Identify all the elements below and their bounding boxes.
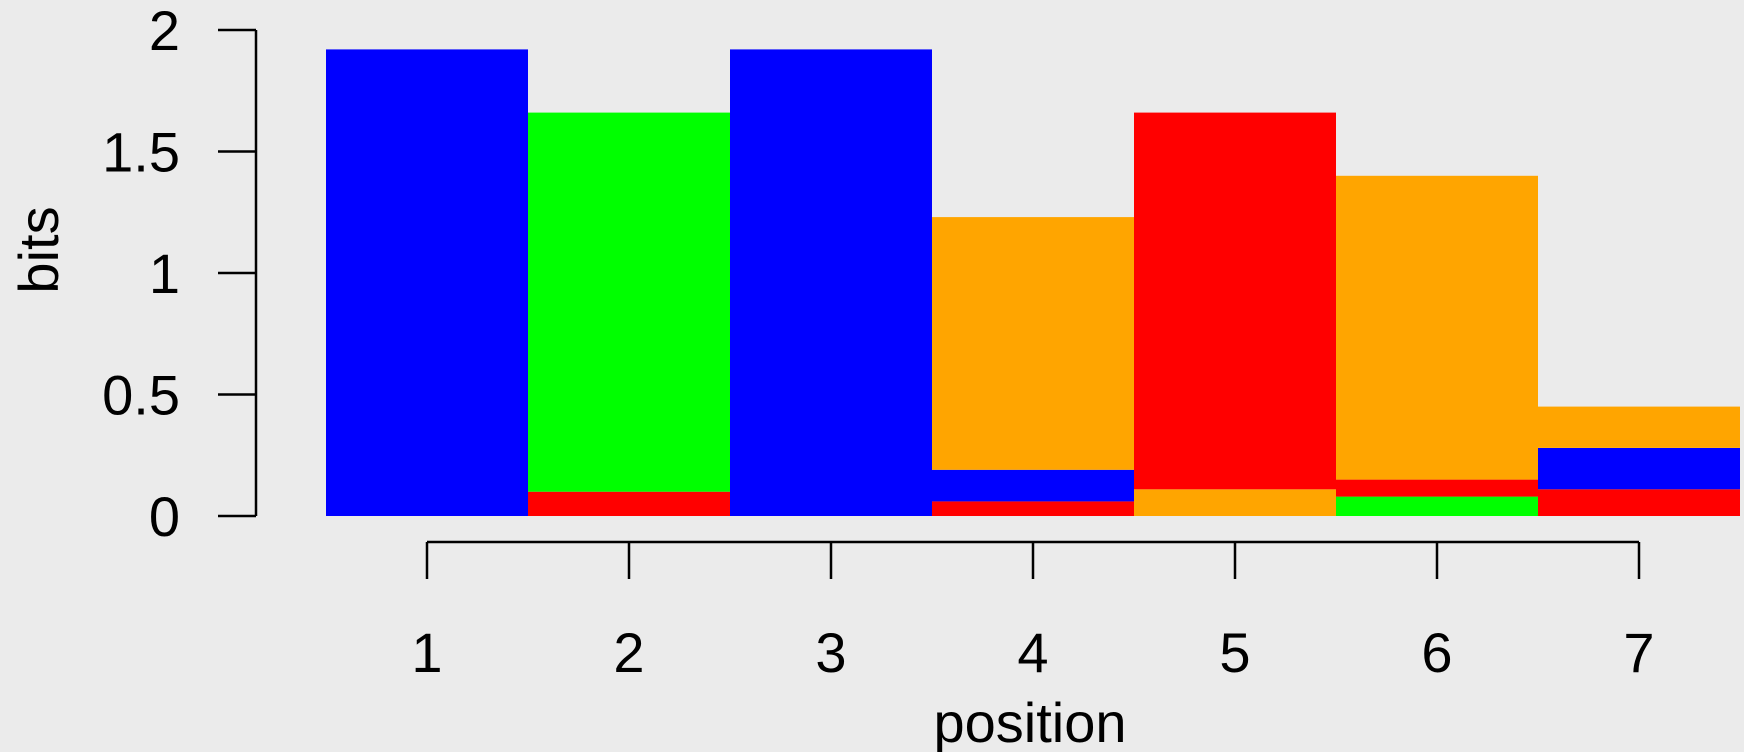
bar-segment-pos7-red: [1538, 489, 1740, 516]
bar-segment-pos6-green: [1336, 496, 1538, 516]
x-tick-label: 4: [1017, 621, 1048, 684]
x-tick-label: 3: [815, 621, 846, 684]
x-tick-label: 7: [1623, 621, 1654, 684]
bar-segment-pos4-blue: [932, 469, 1134, 502]
y-tick-label: 0: [149, 485, 180, 548]
bar-segment-pos4-orange: [932, 217, 1134, 470]
y-axis: 0 0.5 1 1.5 2: [102, 0, 258, 548]
x-tick-label: 6: [1421, 621, 1452, 684]
y-tick-label: 1.5: [102, 121, 180, 184]
bar-segment-pos6-orange: [1336, 175, 1538, 480]
bar-segment-pos6-red: [1336, 479, 1538, 497]
bar-segment-pos2-green: [528, 112, 730, 492]
x-axis-title: position: [933, 691, 1126, 752]
bar-segment-pos5-red: [1134, 112, 1336, 490]
y-tick-label: 1: [149, 242, 180, 305]
bar-segment-pos5-orange: [1134, 489, 1336, 516]
bar-segment-pos7-orange: [1538, 406, 1740, 448]
x-axis: 1 2 3 4 5 6 7: [411, 540, 1655, 684]
y-tick-label: 2: [149, 0, 180, 62]
y-tick-label: 0.5: [102, 364, 180, 427]
bar-segment-pos2-red: [528, 491, 730, 516]
bar-segment-pos7-blue: [1538, 448, 1740, 490]
x-tick-label: 2: [613, 621, 644, 684]
x-tick-label: 1: [411, 621, 442, 684]
bar-segment-pos3-blue: [730, 49, 932, 517]
bar-segment-pos1-blue: [326, 49, 528, 517]
bar-segment-pos4-red: [932, 501, 1134, 516]
bars-layer: [326, 49, 1740, 517]
x-tick-label: 5: [1219, 621, 1250, 684]
y-axis-title: bits: [7, 206, 70, 293]
